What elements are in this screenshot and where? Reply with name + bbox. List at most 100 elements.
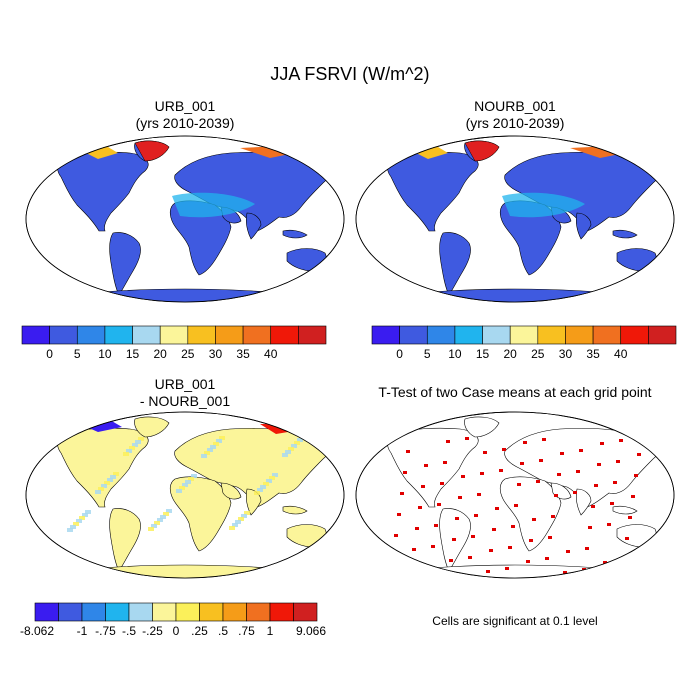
significant-cell (517, 483, 521, 486)
colorbar-label: 20 (154, 347, 168, 361)
significant-cell (597, 463, 601, 466)
diff-cell (60, 435, 66, 439)
significant-cell (455, 517, 459, 520)
colorbar-label: 0 (173, 624, 180, 638)
significant-cell (471, 535, 475, 538)
diff-cell (266, 479, 272, 483)
colorbar-box (49, 325, 78, 345)
significant-cell (523, 441, 527, 444)
significant-cell (613, 481, 617, 484)
diff-cell (213, 442, 219, 446)
colorbar-box (565, 325, 594, 345)
significant-cell (607, 523, 611, 526)
significant-cell (505, 567, 509, 570)
colorbar-box (175, 602, 200, 622)
colorbar-label: 1 (267, 624, 274, 638)
significant-cell (421, 485, 425, 488)
significant-cell (637, 453, 641, 456)
colorbar-box (648, 325, 677, 345)
significant-cell (492, 528, 496, 531)
significant-cell (403, 471, 407, 474)
colorbar-box (58, 602, 83, 622)
diff-cell (182, 483, 188, 487)
significant-cell (465, 437, 469, 440)
colorbar-label: -.25 (142, 624, 163, 638)
significant-cell (390, 432, 394, 435)
colorbar-label: 15 (126, 347, 140, 361)
significant-cell (412, 548, 416, 551)
diff-cell (148, 527, 154, 531)
diff-cell (73, 522, 79, 526)
diff-cell (254, 491, 260, 495)
significant-cell (573, 491, 577, 494)
colorbar-box (620, 325, 649, 345)
colorbar-label: -1 (77, 624, 88, 638)
significant-cell (536, 480, 540, 483)
colorbar-box (21, 325, 50, 345)
diff-cell (104, 481, 110, 485)
significant-cell (625, 537, 629, 540)
colorbar-box (76, 325, 106, 345)
diff-cell (132, 443, 138, 447)
diff-cell (166, 509, 172, 513)
significant-cell (576, 470, 580, 473)
colorbar-box (509, 325, 539, 345)
colorbar-box (159, 325, 189, 345)
colorbar-box (199, 602, 224, 622)
colorbar-nourb: 0 5 10 15 20 25 30 35 40 (371, 325, 677, 361)
significant-cell (400, 492, 404, 495)
colorbar-box (104, 325, 133, 345)
diff-cell (285, 450, 291, 454)
significant-cell (499, 469, 503, 472)
map-panel-diff (25, 411, 345, 579)
significant-cell (591, 505, 595, 508)
colorbar-label: .25 (191, 624, 208, 638)
colorbar-box (246, 602, 271, 622)
diff-cell (163, 512, 169, 516)
diff-cell (297, 438, 303, 442)
diff-cell (176, 489, 182, 493)
map-panel-urb (25, 135, 345, 303)
diff-cell (272, 473, 278, 477)
significant-cell (446, 440, 450, 443)
significant-cell (418, 506, 422, 509)
significant-cell (468, 556, 472, 559)
colorbar-box (293, 602, 318, 622)
diff-cell (294, 441, 300, 445)
significant-cell (628, 516, 632, 519)
colorbar-label: 5 (74, 347, 81, 361)
greenland-patch (464, 140, 500, 162)
diff-cell (288, 447, 294, 451)
colorbar-label: 20 (504, 347, 518, 361)
significant-cell (437, 503, 441, 506)
diff-cell (244, 511, 250, 515)
diff-cell (282, 453, 288, 457)
panel-title-urb: URB_001 (yrs 2010-2039) (135, 98, 235, 131)
significant-cell (529, 539, 533, 542)
significant-cell (502, 448, 506, 451)
significant-cell (415, 527, 419, 530)
colorbar-box (399, 325, 428, 345)
colorbar-label: 25 (181, 347, 195, 361)
diff-cell (126, 449, 132, 453)
panel-title-diff: URB_001- NOURB_001 (139, 376, 231, 409)
significant-cell (563, 571, 567, 574)
diff-cell (98, 487, 104, 491)
colorbar-box (592, 325, 622, 345)
diff-cell (232, 523, 238, 527)
colorbar-box (187, 325, 216, 345)
significant-cell (394, 534, 398, 537)
significant-cell (551, 515, 555, 518)
colorbar-box (132, 325, 161, 345)
diff-cell (107, 478, 113, 482)
diff-cell (257, 488, 263, 492)
significant-cell (489, 549, 493, 552)
figure-title: JJA FSRVI (W/m^2) (270, 64, 430, 84)
diff-cell (151, 524, 157, 528)
colorbar-label: -8.062 (20, 624, 54, 638)
colorbar-label: 0 (396, 347, 403, 361)
significant-cell (539, 459, 543, 462)
significant-cell (443, 461, 447, 464)
diff-cell (238, 517, 244, 521)
